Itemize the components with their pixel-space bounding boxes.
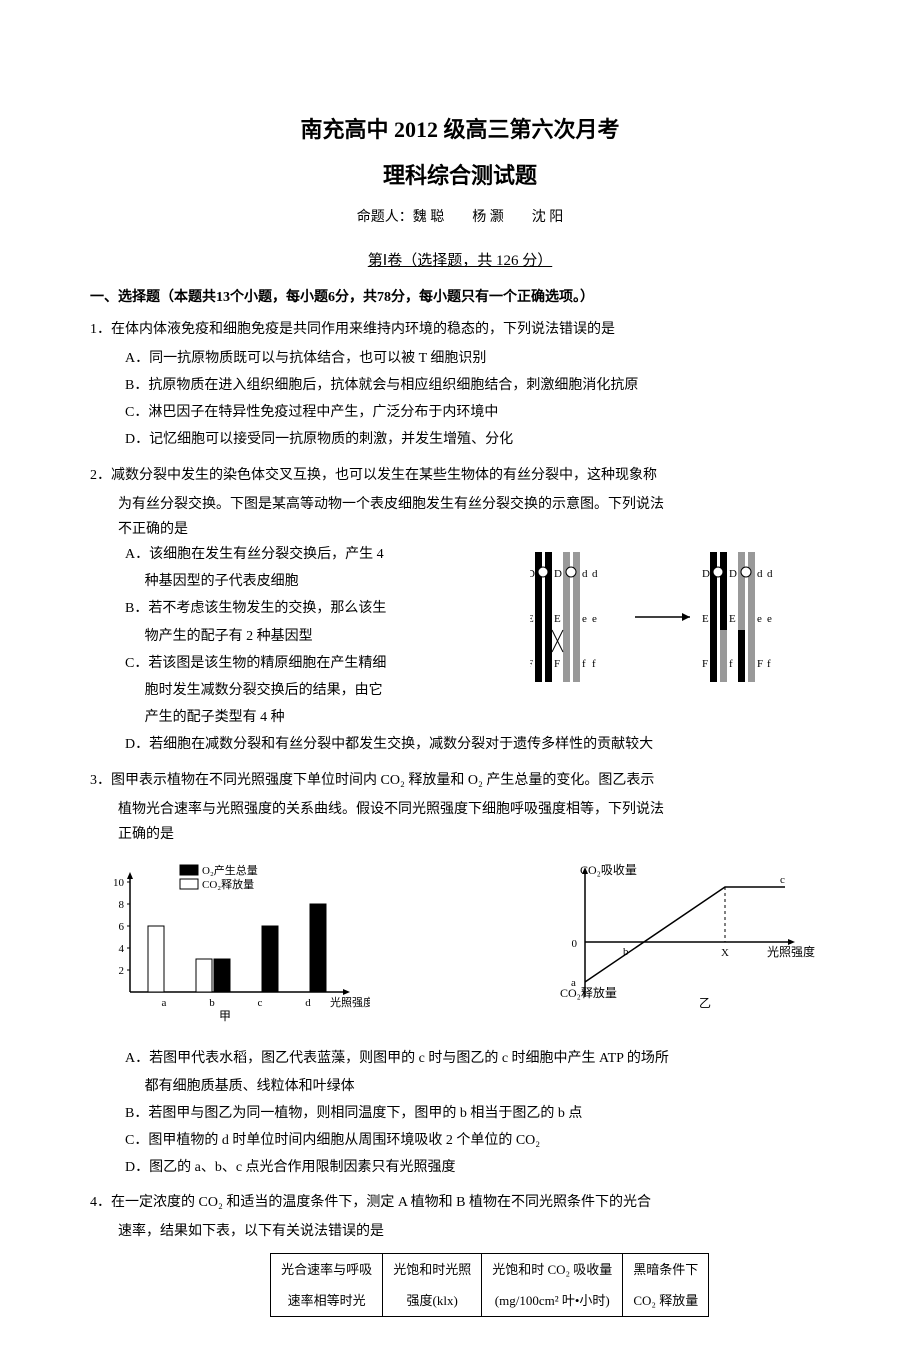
authors: 命题人：魏 聪 杨 灏 沈 阳	[90, 205, 830, 230]
question-4: 4．在一定浓度的 CO₂ 和适当的温度条件下，测定 A 植物和 B 植物在不同光…	[90, 1190, 830, 1317]
q2-option-b-1: B．若不考虑该生物发生的交换，那么该生	[125, 596, 522, 621]
svg-text:D: D	[729, 568, 737, 580]
q3-stem-2: 植物光合速率与光照强度的关系曲线。假设不同光照强度下细胞呼吸强度相等，下列说法	[90, 797, 830, 822]
q1-option-d: D．记忆细胞可以接受同一抗原物质的刺激，并发生增殖、分化	[125, 427, 830, 452]
q3-chart-jia: 2 4 6 8 10 O₂产生总量CO₂释放量 a b c d 光照强度甲	[90, 857, 370, 1036]
q2-option-c-1: C．若该图是该生物的精原细胞在产生精细	[125, 651, 522, 676]
svg-text:F: F	[554, 658, 560, 670]
q4-th-2b: 强度(klx)	[383, 1285, 482, 1317]
svg-text:f: f	[582, 658, 586, 670]
question-1: 1．在体内体液免疫和细胞免疫是共同作用来维持内环境的稳态的，下列说法错误的是 A…	[90, 317, 830, 453]
q1-option-c: C．淋巴因子在特异性免疫过程中产生，广泛分布于内环境中	[125, 400, 830, 425]
q4-th-3b: (mg/100cm² 叶•小时)	[482, 1285, 623, 1317]
svg-text:f: f	[729, 658, 733, 670]
svg-text:b: b	[623, 946, 629, 958]
svg-text:E: E	[702, 613, 709, 625]
q4-stem-2: 速率，结果如下表，以下有关说法错误的是	[90, 1219, 830, 1244]
q4-th-2a: 光饱和时光照	[383, 1253, 482, 1285]
svg-text:D: D	[702, 568, 710, 580]
svg-text:F: F	[702, 658, 708, 670]
svg-text:f: f	[767, 658, 771, 670]
svg-text:c: c	[780, 874, 785, 886]
q2-stem-3: 不正确的是	[90, 517, 830, 542]
q2-stem-1: 2．减数分裂中发生的染色体交叉互换，也可以发生在某些生物体的有丝分裂中，这种现象…	[90, 463, 830, 488]
q2-stem-2: 为有丝分裂交换。下图是某高等动物一个表皮细胞发生有丝分裂交换的示意图。下列说法	[90, 492, 830, 517]
svg-text:4: 4	[119, 943, 125, 955]
svg-text:e: e	[582, 613, 587, 625]
question-3: 3．图甲表示植物在不同光照强度下单位时间内 CO₂ 释放量和 O₂ 产生总量的变…	[90, 768, 830, 1181]
svg-text:CO₂释放量: CO₂释放量	[560, 985, 617, 1000]
q3-stem-3: 正确的是	[90, 822, 830, 847]
svg-text:10: 10	[113, 877, 125, 889]
svg-text:E: E	[530, 613, 534, 625]
q4-th-3a: 光饱和时 CO₂ 吸收量	[482, 1253, 623, 1285]
q4-th-4a: 黑暗条件下	[623, 1253, 709, 1285]
svg-text:E: E	[554, 613, 561, 625]
q1-option-a: A．同一抗原物质既可以与抗体结合，也可以被 T 细胞识别	[125, 346, 830, 371]
svg-text:8: 8	[119, 899, 125, 911]
svg-text:d: d	[757, 568, 763, 580]
q3-option-b: B．若图甲与图乙为同一植物，则相同温度下，图甲的 b 相当于图乙的 b 点	[125, 1101, 830, 1126]
svg-text:甲: 甲	[219, 1009, 231, 1023]
q4-table: 光合速率与呼吸 光饱和时光照 光饱和时 CO₂ 吸收量 黑暗条件下 速率相等时光…	[211, 1253, 710, 1318]
q3-option-c: C．图甲植物的 d 时单位时间内细胞从周围环境吸收 2 个单位的 CO₂	[125, 1128, 830, 1153]
svg-text:d: d	[592, 568, 598, 580]
svg-text:d: d	[305, 997, 311, 1009]
q2-option-c-2: 胞时发生减数分裂交换后的结果，由它	[125, 678, 522, 703]
q2-option-c-3: 产生的配子类型有 4 种	[125, 705, 522, 730]
svg-text:a: a	[162, 997, 167, 1009]
q3-chart-yi: abcX0CO₂吸收量CO₂释放量光照强度乙	[530, 857, 830, 1036]
section-header: 第Ⅰ卷（选择题，共 126 分）	[90, 248, 830, 275]
svg-text:F: F	[757, 658, 763, 670]
svg-text:e: e	[592, 613, 597, 625]
title-main: 南充高中 2012 级高三第六次月考	[90, 110, 830, 150]
q3-option-a-2: 都有细胞质基质、线粒体和叶绿体	[125, 1074, 830, 1099]
q4-th-1a: 光合速率与呼吸	[271, 1253, 383, 1285]
q2-chromosome-diagram: D D d d E E e e F F f f	[530, 542, 830, 706]
svg-text:乙: 乙	[699, 996, 711, 1010]
svg-text:X: X	[721, 947, 729, 959]
svg-text:光照强度: 光照强度	[330, 995, 370, 1009]
svg-text:光照强度: 光照强度	[767, 944, 815, 959]
q4-th-1b: 速率相等时光	[271, 1285, 383, 1317]
q2-option-d: D．若细胞在减数分裂和有丝分裂中都发生交换，减数分裂对于遗传多样性的贡献较大	[125, 732, 830, 757]
question-2: 2．减数分裂中发生的染色体交叉互换，也可以发生在某些生物体的有丝分裂中，这种现象…	[90, 463, 830, 758]
svg-text:b: b	[209, 997, 215, 1009]
svg-text:d: d	[582, 568, 588, 580]
q2-option-a-1: A．该细胞在发生有丝分裂交换后，产生 4	[125, 542, 522, 567]
svg-text:F: F	[530, 658, 533, 670]
q1-option-b: B．抗原物质在进入组织细胞后，抗体就会与相应组织细胞结合，刺激细胞消化抗原	[125, 373, 830, 398]
q3-stem-1: 3．图甲表示植物在不同光照强度下单位时间内 CO₂ 释放量和 O₂ 产生总量的变…	[90, 768, 830, 793]
svg-text:f: f	[592, 658, 596, 670]
q3-option-d: D．图乙的 a、b、c 点光合作用限制因素只有光照强度	[125, 1155, 830, 1180]
q4-th-4b: CO₂ 释放量	[623, 1285, 709, 1317]
instructions: 一、选择题（本题共13个小题，每小题6分，共78分，每小题只有一个正确选项。）	[90, 285, 830, 310]
q2-option-b-2: 物产生的配子有 2 种基因型	[125, 624, 522, 649]
svg-text:D: D	[530, 568, 535, 580]
svg-text:O₂产生总量: O₂产生总量	[202, 863, 258, 877]
svg-text:e: e	[767, 613, 772, 625]
q2-option-a-2: 种基因型的子代表皮细胞	[125, 569, 522, 594]
svg-text:0: 0	[572, 938, 578, 950]
svg-text:CO₂释放量: CO₂释放量	[202, 877, 254, 891]
svg-text:2: 2	[119, 965, 125, 977]
svg-text:CO₂吸收量: CO₂吸收量	[580, 863, 637, 877]
q1-stem: 1．在体内体液免疫和细胞免疫是共同作用来维持内环境的稳态的，下列说法错误的是	[90, 317, 830, 342]
q4-stem-1: 4．在一定浓度的 CO₂ 和适当的温度条件下，测定 A 植物和 B 植物在不同光…	[90, 1190, 830, 1215]
title-sub: 理科综合测试题	[90, 156, 830, 196]
svg-text:E: E	[729, 613, 736, 625]
svg-text:D: D	[554, 568, 562, 580]
svg-text:6: 6	[119, 921, 125, 933]
svg-text:d: d	[767, 568, 773, 580]
svg-text:c: c	[258, 997, 263, 1009]
q3-option-a-1: A．若图甲代表水稻，图乙代表蓝藻，则图甲的 c 时与图乙的 c 时细胞中产生 A…	[125, 1046, 830, 1071]
svg-text:e: e	[757, 613, 762, 625]
